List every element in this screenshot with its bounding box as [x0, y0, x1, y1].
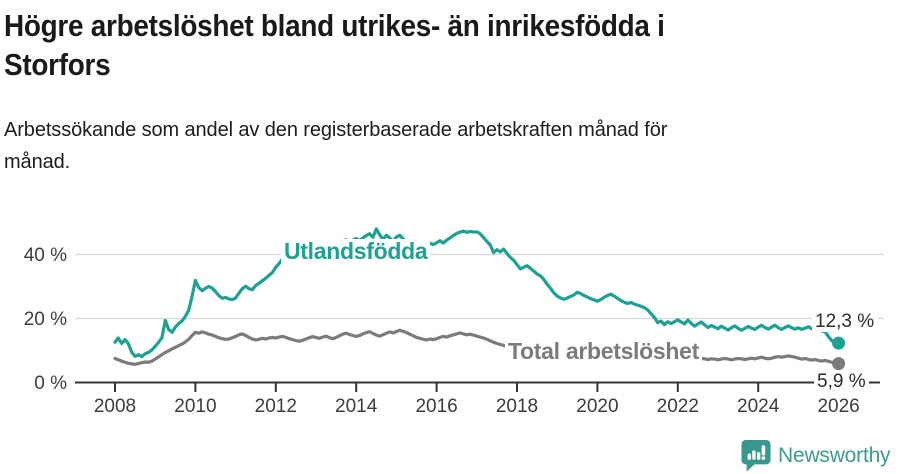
brand-name: Newsworthy	[778, 443, 891, 467]
y-tick-label: 40 %	[24, 245, 67, 266]
title-line-2: Storfors	[4, 47, 111, 82]
brand-footer[interactable]: Newsworthy	[741, 439, 891, 472]
x-tick-label: 2016	[415, 396, 457, 417]
subtitle-line-1: Arbetssökande som andel av den registerb…	[4, 119, 668, 141]
series-line-total	[113, 328, 841, 366]
page-title: Högre arbetslöshet bland utrikes- än inr…	[4, 6, 886, 84]
x-tick-label: 2008	[94, 396, 136, 417]
x-tick-label: 2026	[817, 396, 859, 417]
x-tick-label: 2020	[576, 396, 618, 417]
series-label-utlandsfodda: Utlandsfödda	[281, 239, 431, 264]
series-end-dot-total	[832, 357, 846, 371]
chart-subtitle: Arbetssökande som andel av den registerb…	[4, 114, 864, 178]
x-tick-label: 2012	[255, 396, 297, 417]
y-tick-label: 0 %	[34, 373, 67, 394]
x-tick-label: 2014	[335, 396, 378, 417]
subtitle-line-2: månad.	[4, 151, 71, 173]
x-tick-label: 2018	[496, 396, 538, 417]
title-line-1: Högre arbetslöshet bland utrikes- än inr…	[4, 8, 665, 43]
end-value-label-utlandsfodda: 12,3 %	[812, 311, 878, 332]
newsworthy-logo-icon	[741, 440, 771, 472]
series-line-utlandsfodda	[113, 227, 841, 359]
series-label-total-arbetsloshet: Total arbetslöshet	[505, 339, 702, 364]
end-value-label-total: 5,9 %	[814, 371, 869, 392]
x-tick-label: 2010	[174, 396, 216, 417]
x-tick-label: 2024	[737, 396, 780, 417]
y-tick-label: 20 %	[24, 309, 67, 330]
series-end-dot-utlandsfodda	[832, 336, 846, 350]
x-tick-label: 2022	[657, 396, 699, 417]
line-chart: 0 % 20 % 40 % 2008 2010 2012 2014 2016 2018 2020 2…	[24, 227, 884, 417]
